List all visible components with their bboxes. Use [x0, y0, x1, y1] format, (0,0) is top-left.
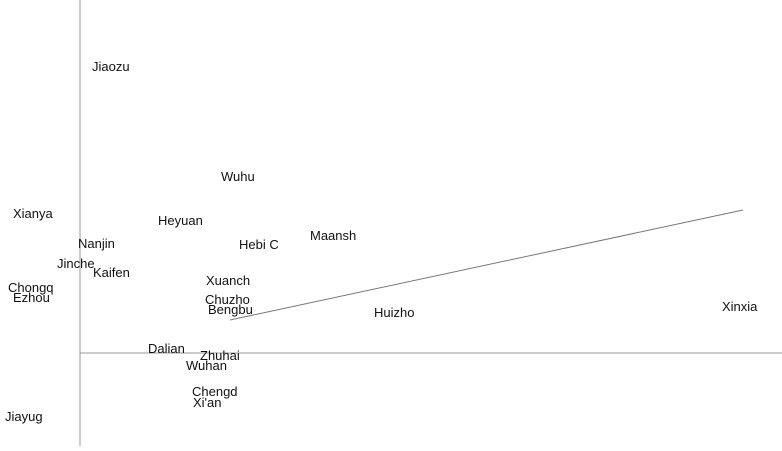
- point-label: Xianya: [13, 206, 54, 221]
- point-label: Maansh: [310, 228, 356, 243]
- point-label: Nanjin: [78, 236, 115, 251]
- point-label: Xuanch: [206, 273, 250, 288]
- point-label: Jiaozu: [92, 59, 130, 74]
- point-label: Xinxia: [722, 299, 758, 314]
- vector: [229, 209, 744, 321]
- point-label: Zhuhai: [200, 348, 240, 363]
- point-label: Wuhan: [186, 358, 227, 373]
- point-label: Ezhou: [13, 290, 50, 305]
- point-label: Bengbu: [208, 302, 253, 317]
- point-label: Heyuan: [158, 213, 203, 228]
- point-label: Huizho: [374, 305, 414, 320]
- point-label: Hebi C: [239, 237, 279, 252]
- point-label: Jinche: [57, 256, 95, 271]
- point-label: Kaifen: [93, 265, 130, 280]
- point-label: Wuhu: [221, 169, 255, 184]
- point-label: Dalian: [148, 341, 185, 356]
- point-label: Chuzho: [205, 292, 250, 307]
- point-label: Jiayug: [5, 409, 43, 424]
- point-label: Chengd: [192, 384, 238, 399]
- point-label: Chongq: [8, 280, 54, 295]
- point-label: Xi'an: [193, 395, 222, 410]
